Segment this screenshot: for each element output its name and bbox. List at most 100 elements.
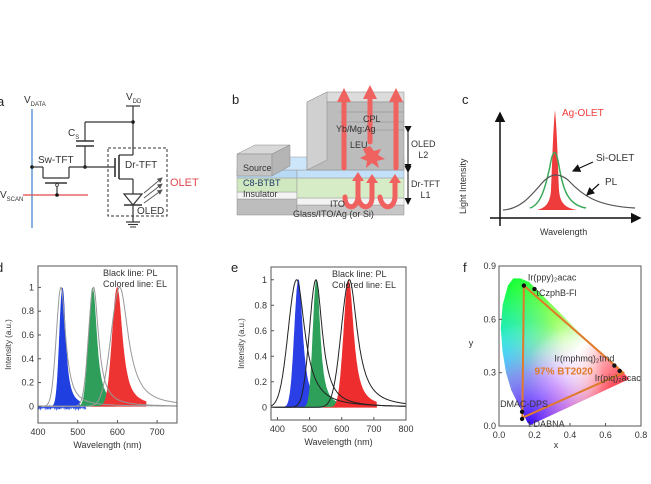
y-tick-label: 0.0: [483, 421, 496, 431]
olet-box: [107, 147, 168, 217]
panel-c-schematic: [490, 110, 642, 226]
layer-c8btbt: C8-BTBT: [243, 178, 281, 188]
el-series-2: [91, 286, 147, 407]
x-tick-label: 700: [150, 427, 165, 437]
cie-point-5: [519, 416, 525, 422]
y-tick-label: 0.4: [254, 351, 267, 361]
cie-point-4: [519, 409, 525, 414]
layer-source: Source: [243, 163, 272, 173]
legend-entry: Black line: PL: [103, 268, 158, 278]
pl-series-2: [271, 279, 407, 408]
panel-b-device: [236, 85, 412, 216]
y-tick-label: 1: [29, 282, 34, 292]
bt2020-annotation: 97% BT2020: [535, 366, 594, 377]
x-tick-label: 0.0: [493, 430, 506, 440]
x-tick-label: 0.4: [564, 430, 577, 440]
y-tick-label: 0.6: [483, 314, 496, 324]
cie-point-label: Ir(piq)₂acac: [595, 373, 642, 383]
x-tick-label: 400: [270, 424, 285, 434]
y-tick-label: 0.8: [21, 306, 34, 316]
layer-cpl: CPL: [363, 114, 381, 124]
layer-leu: LEU: [350, 140, 368, 150]
panel-label-c: c: [462, 92, 469, 107]
olet-label: OLET: [170, 177, 199, 189]
pl-series-2: [38, 286, 178, 407]
y-tick-label: 0.4: [21, 354, 34, 364]
vdd-label: VDD: [126, 92, 142, 105]
chart-panel-f: f Ir(ppy)₂acac tCzphB-Fl Ir(mphmq)₂tmd Ir(pi…: [463, 260, 647, 450]
oled-bracket-label: OLED L2: [411, 139, 436, 160]
panel-label-b: b: [232, 92, 240, 107]
x-tick-label: 500: [302, 424, 317, 434]
layer-ito: ITO: [330, 199, 345, 209]
panel-a-circuit: a: [0, 94, 168, 228]
y-tick-label: 0: [262, 402, 267, 412]
pl-curve: [502, 174, 636, 211]
si-olet-curve: [529, 151, 587, 209]
si-olet-label: Si-OLET: [596, 153, 635, 164]
y-tick-label: 0.6: [254, 326, 267, 336]
x-tick-label: 0.8: [635, 430, 648, 440]
pl-series-0: [38, 286, 177, 407]
x-tick-label: 0.6: [599, 430, 612, 440]
layer-substrate: Glass/ITO/Ag (or Si): [293, 209, 374, 219]
vscan-label: VSCAN: [0, 190, 24, 203]
vdata-label: VDATA: [24, 95, 46, 108]
y-axis-label: Intensity (a.u.): [237, 318, 246, 369]
c-ylabel: Light Intensity: [458, 158, 468, 214]
y-axis-label: Intensity (a.u.): [4, 319, 13, 370]
plot-frame: [37, 265, 178, 424]
pl-label: PL: [605, 177, 618, 188]
x-tick-label: 400: [30, 427, 45, 437]
x-axis-label: Wavelength (nm): [304, 437, 372, 447]
x-tick-label: 500: [70, 427, 85, 437]
bt2020-triangle: [521, 283, 626, 420]
legend-entry: Black line: PL: [332, 269, 387, 279]
ag-olet-label: Ag-OLET: [562, 108, 604, 119]
cie-point-label: DMAC-DPS: [500, 399, 548, 409]
light-path-arrows: [341, 94, 399, 210]
x-tick-label: 600: [334, 424, 349, 434]
y-tick-label: 0.9: [483, 261, 496, 271]
panel-label-d: d: [0, 260, 3, 275]
diode-icon: [122, 193, 144, 206]
ag-olet-peak: [537, 110, 577, 210]
y-tick-label: 1: [262, 275, 267, 285]
cie-point-label: t-DABNA: [528, 419, 565, 429]
cie-point-label: tCzphB-Fl: [537, 288, 577, 298]
cs-label: CS: [68, 128, 80, 141]
legend-entry: Colored line: EL: [103, 279, 167, 289]
c-xlabel: Wavelength: [540, 227, 588, 237]
layer-ybmgag: Yb/Mg:Ag: [336, 124, 376, 134]
cie-gamut-blue: [500, 278, 630, 426]
chart-panel-e: e 400 500 600 700 800 0 0.2 0.4 0.6 0.8 1 Wavelength…: [231, 260, 414, 447]
panel-label-a: a: [0, 94, 5, 109]
cie-point-3: [617, 368, 622, 374]
x-tick-label: 0.2: [528, 430, 541, 440]
y-tick-label: 0.3: [483, 368, 496, 378]
tft-bracket-label: Dr-TFT L1: [411, 179, 440, 200]
el-series-2: [323, 279, 377, 408]
y-axis-label: y: [469, 338, 474, 348]
y-tick-label: 0.8: [254, 300, 267, 310]
y-tick-label: 0.2: [21, 378, 34, 388]
light-arrow-icon: [143, 177, 163, 194]
oled-label: OLED: [137, 206, 165, 217]
emission-burst-icon: [360, 146, 385, 168]
cie-point-label: Ir(mphmq)₂tmd: [554, 354, 614, 364]
x-axis-label: Wavelength (nm): [73, 440, 141, 450]
cie-point-2: [612, 363, 617, 368]
cie-point-1: [532, 286, 537, 292]
y-tick-label: 0.6: [21, 330, 34, 340]
x-tick-label: 800: [398, 424, 413, 434]
x-tick-label: 600: [110, 427, 125, 437]
legend-entry: Colored line: EL: [332, 280, 396, 290]
y-tick-label: 0: [29, 401, 34, 411]
panel-label-e: e: [231, 260, 238, 275]
dr-tft-label: Dr-TFT: [125, 160, 158, 171]
sw-tft-label: Sw-TFT: [38, 155, 74, 166]
panel-label-f: f: [463, 260, 467, 275]
x-tick-label: 700: [366, 424, 381, 434]
x-axis-label: x: [554, 440, 559, 450]
